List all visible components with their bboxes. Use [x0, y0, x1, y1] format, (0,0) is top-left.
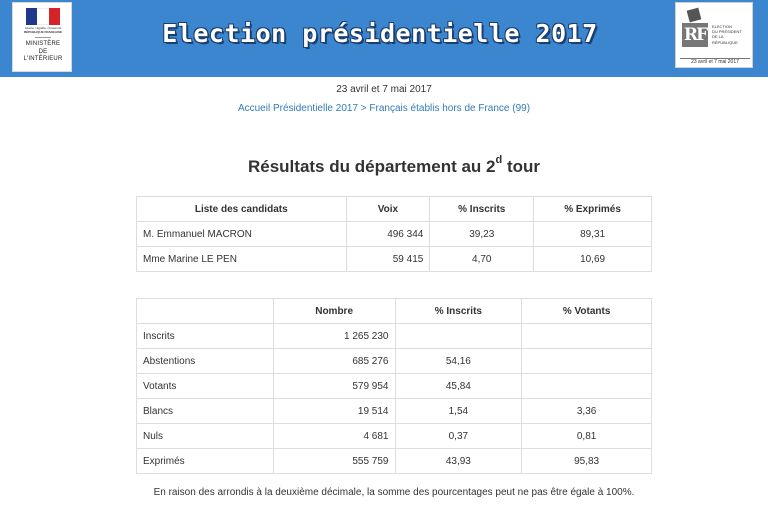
candidate-pct-exprimes: 10,69: [533, 246, 652, 272]
column-header: % Inscrits: [394, 298, 523, 324]
candidate-pct-exprimes: 89,31: [533, 221, 652, 247]
rounding-footnote: En raison des arrondis à la deuxième déc…: [153, 487, 635, 498]
column-header: % Votants: [521, 298, 652, 324]
row-pct-inscrits: 1,54: [394, 398, 523, 424]
table-row: Inscrits 1 265 230: [136, 323, 652, 349]
logo-motto: Liberté • Égalité • Fraternité: [24, 26, 62, 30]
row-pct-votants: 0,81: [521, 423, 652, 449]
table-row: Abstentions 685 276 54,16: [136, 348, 652, 374]
column-header: Voix: [345, 196, 431, 222]
candidate-pct-inscrits: 39,23: [429, 221, 535, 247]
column-header: % Inscrits: [429, 196, 535, 222]
row-pct-inscrits: 0,37: [394, 423, 523, 449]
breadcrumb: Accueil Présidentielle 2017 > Français é…: [0, 103, 768, 114]
column-header: Liste des candidats: [136, 196, 347, 222]
ballot-icon: [686, 7, 702, 23]
table-header-row: Liste des candidats Voix % Inscrits % Ex…: [136, 196, 652, 222]
row-pct-votants: [521, 323, 652, 349]
row-label: Votants: [136, 373, 274, 399]
row-pct-votants: [521, 373, 652, 399]
row-nombre: 685 276: [272, 348, 396, 374]
row-label: Blancs: [136, 398, 274, 424]
table-header-row: Nombre % Inscrits % Votants: [136, 298, 652, 324]
candidate-voix: 59 415: [345, 246, 431, 272]
table-row: Mme Marine LE PEN 59 415 4,70 10,69: [136, 246, 652, 272]
row-label: Nuls: [136, 423, 274, 449]
row-label: Abstentions: [136, 348, 274, 374]
election-logo-dates: 23 avril et 7 mai 2017: [680, 58, 750, 66]
candidates-table: Liste des candidats Voix % Inscrits % Ex…: [136, 196, 652, 272]
row-pct-votants: 3,36: [521, 398, 652, 424]
rf-monogram: RF: [682, 23, 708, 47]
row-pct-votants: [521, 348, 652, 374]
page-title: Election présidentielle 2017: [162, 19, 598, 48]
column-header: [136, 298, 274, 324]
row-label: Exprimés: [136, 448, 274, 474]
election-dates: 23 avril et 7 mai 2017: [336, 84, 432, 95]
breadcrumb-home-link[interactable]: Accueil Présidentielle 2017: [237, 103, 359, 114]
row-pct-inscrits: [394, 323, 523, 349]
column-header: % Exprimés: [533, 196, 652, 222]
candidate-voix: 496 344: [345, 221, 431, 247]
header-banner: Liberté • Égalité • Fraternité RÉPUBLIQU…: [0, 0, 768, 77]
row-nombre: 19 514: [272, 398, 396, 424]
election-logo[interactable]: RF ELECTION DU PRÉSIDENT DE LA RÉPUBLIQU…: [675, 2, 753, 68]
candidate-name: Mme Marine LE PEN: [136, 246, 347, 272]
table-row: Blancs 19 514 1,54 3,36: [136, 398, 652, 424]
row-nombre: 555 759: [272, 448, 396, 474]
row-nombre: 4 681: [272, 423, 396, 449]
logo-divider: [35, 37, 51, 38]
row-pct-inscrits: 54,16: [394, 348, 523, 374]
candidate-name: M. Emmanuel MACRON: [136, 221, 347, 247]
results-heading: Résultats du département au 2d tour: [247, 154, 541, 176]
table-row: Nuls 4 681 0,37 0,81: [136, 423, 652, 449]
ministry-name: MINISTÈRE DE L'INTÉRIEUR: [23, 41, 63, 62]
participation-table: Nombre % Inscrits % Votants Inscrits 1 2…: [136, 298, 652, 474]
breadcrumb-current-link[interactable]: Français établis hors de France (99): [369, 103, 531, 114]
row-pct-inscrits: 45,84: [394, 373, 523, 399]
french-flag-icon: [26, 8, 60, 25]
row-nombre: 579 954: [272, 373, 396, 399]
row-pct-inscrits: 43,93: [394, 448, 523, 474]
column-header: Nombre: [272, 298, 396, 324]
table-row: M. Emmanuel MACRON 496 344 39,23 89,31: [136, 221, 652, 247]
table-row: Votants 579 954 45,84: [136, 373, 652, 399]
row-pct-votants: 95,83: [521, 448, 652, 474]
breadcrumb-separator: >: [360, 103, 367, 114]
election-logo-text: ELECTION DU PRÉSIDENT DE LA RÉPUBLIQUE: [712, 24, 742, 45]
row-label: Inscrits: [136, 323, 274, 349]
ministry-logo[interactable]: Liberté • Égalité • Fraternité RÉPUBLIQU…: [12, 2, 72, 72]
table-row: Exprimés 555 759 43,93 95,83: [136, 448, 652, 474]
logo-republic: RÉPUBLIQUE FRANÇAISE: [23, 30, 62, 34]
row-nombre: 1 265 230: [272, 323, 396, 349]
candidate-pct-inscrits: 4,70: [429, 246, 535, 272]
